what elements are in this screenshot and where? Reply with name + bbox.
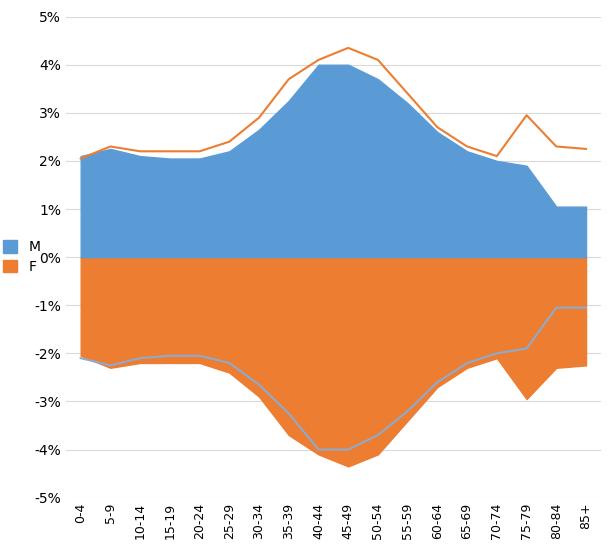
- Legend: M, F: M, F: [3, 240, 40, 274]
